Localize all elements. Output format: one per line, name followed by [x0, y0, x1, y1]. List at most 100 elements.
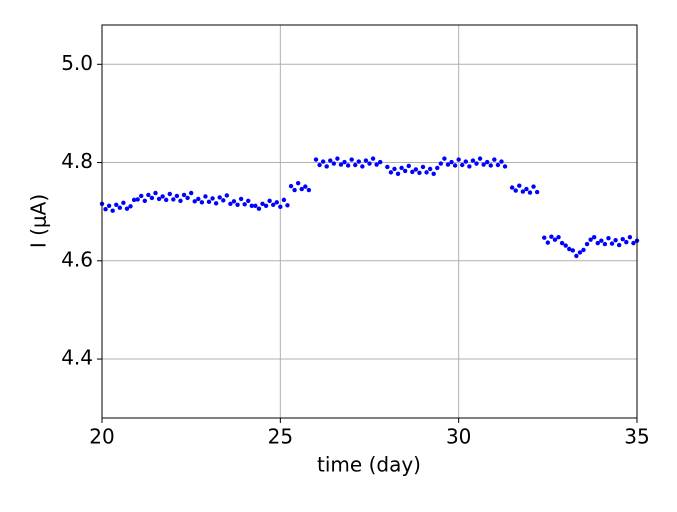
x-tick-label: 35 [624, 425, 649, 449]
point [385, 164, 390, 170]
point [378, 159, 383, 165]
point [281, 197, 287, 203]
point [542, 235, 547, 240]
point [545, 240, 551, 245]
point [356, 159, 361, 164]
point [631, 240, 636, 246]
point [185, 195, 190, 201]
point [470, 158, 476, 163]
point [499, 159, 504, 164]
point [602, 241, 608, 247]
point [445, 162, 451, 167]
point [253, 203, 258, 208]
point [599, 238, 604, 243]
point [106, 203, 112, 208]
point [367, 161, 372, 166]
point [213, 201, 219, 206]
point [620, 236, 625, 242]
point [449, 159, 454, 165]
point [431, 171, 436, 177]
point [534, 189, 540, 195]
point [196, 196, 201, 202]
point [131, 197, 137, 203]
point [256, 206, 262, 211]
point [592, 235, 597, 240]
point [584, 241, 590, 247]
point [410, 169, 415, 175]
point [463, 159, 468, 164]
point [210, 196, 215, 201]
point [577, 250, 583, 255]
point [153, 190, 158, 196]
point [474, 161, 479, 166]
point [117, 205, 123, 210]
point [217, 195, 222, 200]
point [242, 202, 247, 207]
point [128, 204, 133, 209]
point [606, 236, 611, 241]
point [517, 183, 522, 188]
point [174, 193, 180, 199]
point [263, 203, 269, 208]
point [556, 235, 561, 240]
point [502, 164, 508, 169]
point [295, 180, 301, 186]
point [203, 194, 208, 199]
plot-frame [101, 24, 638, 419]
point [271, 202, 276, 207]
point [221, 198, 226, 203]
point [402, 168, 408, 174]
point [524, 186, 529, 192]
point [328, 158, 333, 163]
point [624, 239, 629, 245]
point [552, 237, 558, 242]
point [160, 194, 165, 199]
point [246, 198, 251, 204]
point [574, 253, 579, 259]
x-tick-label: 20 [89, 425, 114, 449]
point [477, 156, 483, 161]
point [388, 170, 394, 175]
point [488, 163, 493, 168]
x-tick-label: 25 [268, 425, 293, 449]
point [395, 171, 401, 177]
point [278, 204, 283, 209]
point [288, 183, 294, 189]
point [260, 201, 265, 207]
point [509, 185, 515, 190]
point [171, 197, 176, 202]
point [267, 198, 272, 204]
point [559, 240, 565, 246]
point [588, 237, 593, 242]
y-tick-label: 5.0 [61, 51, 93, 75]
point [178, 198, 183, 204]
point [442, 156, 447, 161]
point [324, 164, 329, 169]
point [527, 190, 533, 195]
point [149, 195, 155, 201]
point [399, 165, 404, 171]
point [456, 157, 461, 162]
point [417, 170, 422, 176]
y-tick-label: 4.6 [61, 247, 93, 271]
point [520, 189, 526, 194]
point [549, 234, 554, 239]
point [370, 156, 376, 161]
point [481, 162, 486, 167]
point [313, 157, 319, 162]
point [231, 199, 237, 204]
point [452, 163, 458, 168]
point [292, 187, 297, 193]
point [228, 201, 233, 207]
point [338, 162, 344, 167]
point [360, 164, 365, 169]
point [331, 161, 337, 166]
y-axis-label: I (μA) [27, 194, 51, 248]
point [570, 248, 575, 253]
point [274, 200, 279, 205]
point [627, 235, 633, 240]
point [616, 242, 622, 248]
point [167, 191, 172, 197]
point [103, 207, 108, 212]
